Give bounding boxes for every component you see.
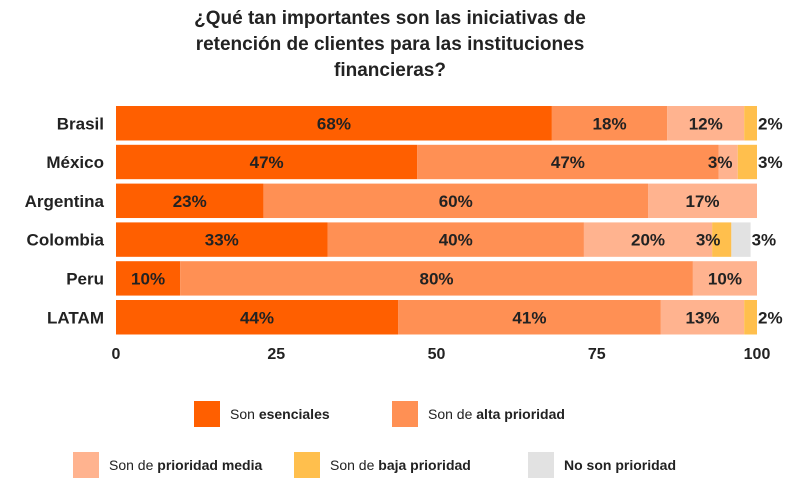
data-label: 41% [512,308,546,327]
category-label: LATAM [47,308,104,327]
bar-segment [116,144,418,180]
legend-label-emphasis: esenciales [258,406,330,422]
legend-label: Son de prioridad media [109,457,262,473]
data-label: 47% [551,153,585,172]
chart-title-line-1: ¿Qué tan importantes son las iniciativas… [194,8,586,29]
x-tick-label: 25 [267,346,285,363]
chart-title: ¿Qué tan importantes son las iniciativas… [130,6,650,84]
legend-label-prefix: Son [230,406,259,422]
bar-segment [180,261,693,296]
bar-segment [737,144,757,180]
legend-label-emphasis: alta prioridad [476,406,565,422]
bar-segment [327,222,584,257]
legend-label-prefix: Son de [428,406,477,422]
x-tick-label: 0 [112,346,121,363]
row-separator [116,179,757,184]
x-tick-label: 100 [744,346,771,363]
bar-segment [116,222,328,257]
row-separator [116,218,757,223]
data-label: 2% [758,114,783,133]
bar-segment [583,222,713,257]
bar-segment [744,300,757,335]
x-tick-label: 75 [588,346,606,363]
data-label: 12% [689,114,723,133]
legend-label-emphasis: prioridad media [157,457,263,473]
data-label: 2% [758,308,783,327]
legend-label: Son esenciales [230,406,330,422]
data-label: 10% [708,269,742,288]
data-label: 80% [419,269,453,288]
data-label: 17% [685,192,719,211]
data-label: 40% [439,231,473,250]
bar-segment [660,300,745,335]
legend-label: Son de alta prioridad [428,406,565,422]
legend-item: No son prioridad [528,452,676,478]
bar-segment [263,183,649,219]
x-tick-label: 50 [428,346,446,363]
data-label: 44% [240,308,274,327]
data-label: 20% [631,231,665,250]
bar-segment [648,183,757,219]
data-label: 68% [317,114,351,133]
bar-segment [116,106,552,141]
chart-title-line-2: retención de clientes para las instituci… [195,34,585,55]
data-label: 3% [708,153,733,172]
data-label: 23% [173,192,207,211]
category-label: México [46,153,104,172]
legend-label-prefix: Son de [330,457,379,473]
bar-segment [744,106,757,141]
bar-segment [417,144,719,180]
category-label: Peru [66,269,104,288]
bar-segment [731,222,751,257]
legend-label: Son de baja prioridad [330,457,471,473]
legend-item: Son de baja prioridad [294,452,471,478]
data-label: 13% [685,308,719,327]
bar-segment [692,261,757,296]
row-separator [116,256,757,262]
legend-swatch [194,401,220,427]
data-label: 60% [439,192,473,211]
data-label: 47% [250,153,284,172]
row-separator [116,334,757,339]
bar-segment [116,183,264,219]
bar-segment [712,222,732,257]
legend-label: No son prioridad [564,457,676,473]
row-separator [116,140,757,145]
bar-segment [718,144,738,180]
bar-segment [667,106,745,141]
legend-swatch [73,452,99,478]
category-label: Colombia [27,231,105,250]
row-separator [116,295,757,300]
data-label: 10% [131,269,165,288]
legend-item: Son de prioridad media [73,452,262,478]
legend-item: Son esenciales [194,401,330,427]
legend-label-prefix: Son de [109,457,158,473]
chart-title-line-3: financieras? [334,60,446,81]
data-label: 33% [205,231,239,250]
data-label: 3% [752,231,777,250]
bar-segment [398,300,661,335]
data-label: 3% [758,153,783,172]
category-label: Brasil [57,114,104,133]
legend-label-emphasis: No son prioridad [564,457,676,473]
legend-label-emphasis: baja prioridad [378,457,471,473]
legend-swatch [294,452,320,478]
bar-segment [116,300,399,335]
legend-swatch [528,452,554,478]
category-label: Argentina [25,192,105,211]
legend-item: Son de alta prioridad [392,401,565,427]
data-label: 18% [593,114,627,133]
legend-swatch [392,401,418,427]
bar-segment [551,106,668,141]
data-label: 3% [696,231,721,250]
bar-segment [116,261,181,296]
